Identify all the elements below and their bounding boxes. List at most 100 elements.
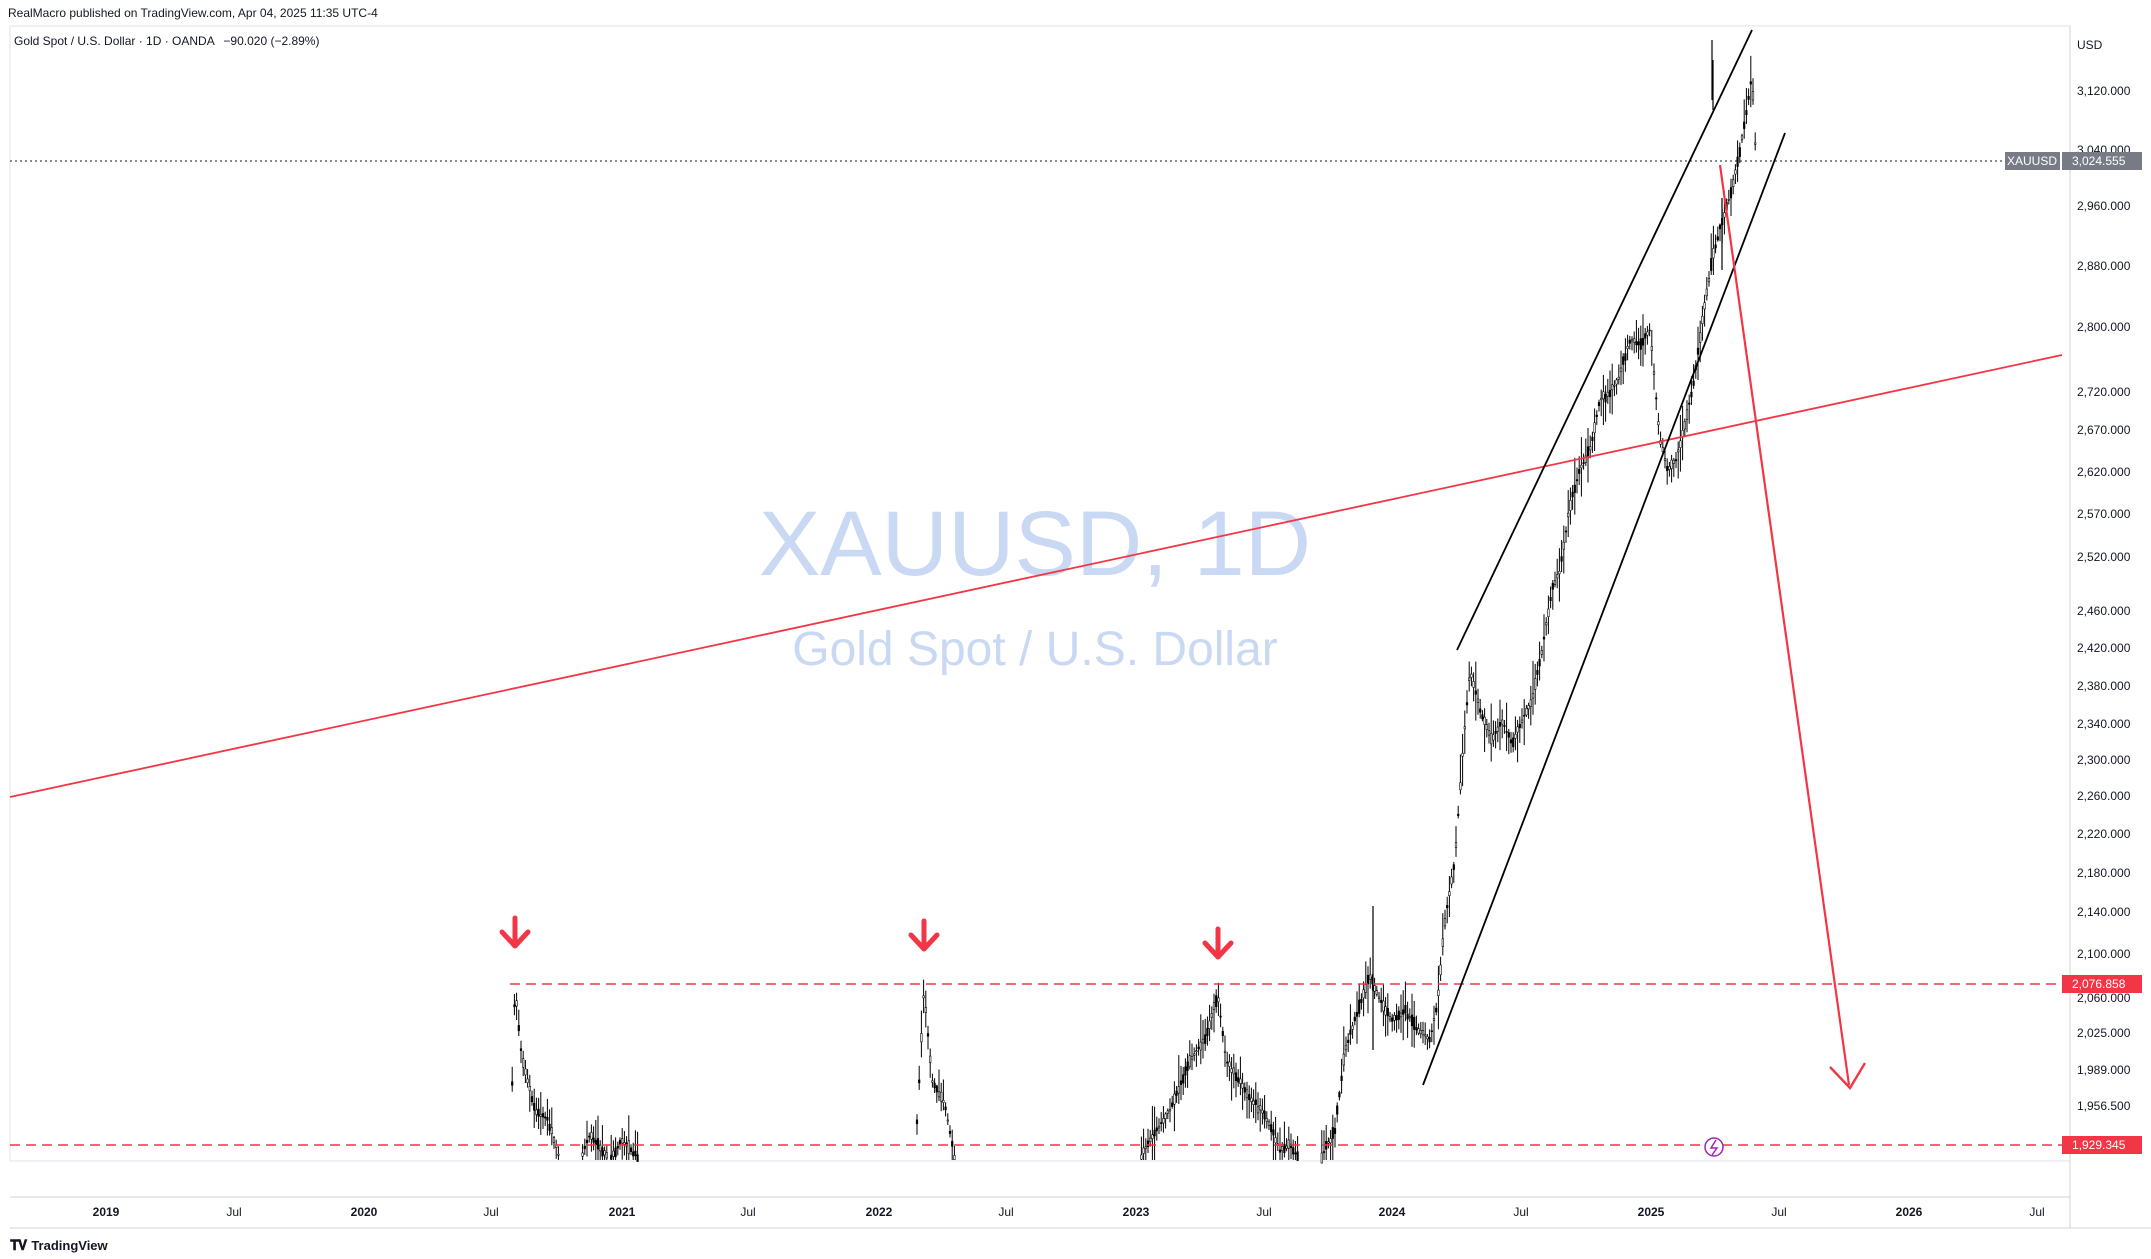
candle-body bbox=[1567, 512, 1570, 518]
candle-body bbox=[1448, 891, 1451, 897]
candle-body bbox=[1516, 726, 1519, 733]
price-tick-label: 2,300.000 bbox=[2077, 753, 2131, 767]
lightning-icon[interactable] bbox=[1704, 1137, 1724, 1157]
candle-body bbox=[1366, 974, 1370, 985]
candle-body bbox=[1336, 1105, 1339, 1115]
candle-body bbox=[1494, 730, 1497, 734]
support-level-label: 1,929.345 bbox=[2062, 1136, 2142, 1154]
channel-lower-line[interactable] bbox=[1422, 132, 1786, 1086]
candle-body bbox=[935, 1085, 938, 1093]
candle-body bbox=[1714, 244, 1717, 249]
candle-body bbox=[1560, 556, 1563, 562]
candle-body bbox=[1155, 1127, 1158, 1132]
candle-body bbox=[1162, 1118, 1165, 1124]
candle-body bbox=[1485, 724, 1488, 730]
candle-body bbox=[1723, 212, 1726, 218]
candle-body bbox=[1232, 1067, 1235, 1075]
candle-body bbox=[1622, 356, 1625, 365]
candle-body bbox=[1248, 1094, 1251, 1101]
candle-body bbox=[1358, 999, 1361, 1014]
time-tick-label: 2025 bbox=[1638, 1205, 1665, 1219]
candle-body bbox=[1637, 341, 1640, 346]
candle-body bbox=[614, 1147, 617, 1158]
time-tick-label: 2019 bbox=[93, 1205, 120, 1219]
candle-body bbox=[1437, 989, 1440, 996]
candle-body bbox=[1243, 1087, 1246, 1093]
candle-body bbox=[1668, 466, 1671, 470]
candle-body bbox=[1241, 1083, 1244, 1089]
projection-arrow[interactable] bbox=[1718, 164, 1851, 1086]
candle-body bbox=[517, 1025, 520, 1032]
candle-body bbox=[1265, 1118, 1268, 1122]
candle-body bbox=[1186, 1061, 1189, 1071]
candle-body bbox=[1278, 1149, 1282, 1153]
candle-body bbox=[1342, 1053, 1345, 1066]
candle-body bbox=[1441, 938, 1444, 947]
candle-body bbox=[588, 1135, 591, 1138]
candle-body bbox=[1391, 1017, 1394, 1022]
candle-body bbox=[515, 1000, 518, 1007]
candle-body bbox=[1509, 739, 1513, 744]
candle-body bbox=[1388, 1016, 1392, 1020]
candle-body bbox=[535, 1109, 538, 1115]
arrow-down-icon bbox=[908, 918, 940, 952]
candle-body bbox=[526, 1078, 529, 1084]
candle-body bbox=[944, 1106, 947, 1111]
candle-body bbox=[1718, 224, 1722, 230]
candle-body bbox=[599, 1144, 602, 1152]
symbol-info[interactable]: Gold Spot / U.S. Dollar · 1D · OANDA −90… bbox=[14, 34, 319, 48]
symbol-title: Gold Spot / U.S. Dollar · 1D · OANDA bbox=[14, 34, 215, 48]
candle-body bbox=[948, 1131, 952, 1134]
candle-body bbox=[1556, 574, 1559, 579]
candle-body bbox=[513, 1004, 516, 1008]
candle-body bbox=[1287, 1139, 1290, 1149]
candle-body bbox=[1285, 1145, 1288, 1149]
time-tick-label: Jul bbox=[226, 1205, 241, 1219]
time-axis[interactable]: 2019 Jul 2020 Jul 2021 Jul 2022 Jul 2023 Jul 2024 J… bbox=[93, 1205, 2045, 1219]
candle-body bbox=[1360, 998, 1363, 1004]
candle-body bbox=[541, 1113, 545, 1118]
candle-body bbox=[528, 1086, 531, 1092]
price-tick-label: 2,570.000 bbox=[2077, 507, 2131, 521]
candle-body bbox=[596, 1138, 600, 1150]
candle-body bbox=[1259, 1105, 1262, 1111]
candle-body bbox=[1685, 409, 1689, 420]
candle-body bbox=[1542, 636, 1546, 640]
price-tick-label: 2,180.000 bbox=[2077, 866, 2131, 880]
candle-body bbox=[1267, 1121, 1271, 1126]
candle-body bbox=[1237, 1077, 1240, 1083]
candle-body bbox=[1402, 1009, 1405, 1015]
candle-body bbox=[1349, 1029, 1352, 1035]
candle-body bbox=[1430, 1030, 1433, 1032]
candle-body bbox=[1514, 733, 1517, 739]
time-tick-label: Jul bbox=[1513, 1205, 1528, 1219]
candle-body bbox=[1589, 446, 1592, 451]
candle-body bbox=[1630, 339, 1634, 342]
last-price-label: XAUUSD 3,024.555 bbox=[2005, 152, 2142, 170]
candle-body bbox=[1338, 1092, 1341, 1098]
candle-body bbox=[1716, 236, 1719, 241]
candle-body bbox=[951, 1141, 954, 1147]
price-tick-label: 2,520.000 bbox=[2077, 550, 2131, 564]
candle-body bbox=[1463, 726, 1466, 730]
candle-body bbox=[1481, 714, 1484, 720]
candle-body bbox=[1404, 1004, 1407, 1014]
price-tick-label: 1,956.500 bbox=[2077, 1099, 2131, 1113]
candle-body bbox=[1525, 707, 1528, 716]
candle-body bbox=[1461, 752, 1464, 757]
candle-body bbox=[1239, 1078, 1242, 1084]
channel-upper-line[interactable] bbox=[1456, 29, 1753, 651]
candle-body bbox=[1661, 447, 1664, 452]
candle-body bbox=[1611, 384, 1614, 391]
candle-body bbox=[1468, 677, 1471, 681]
long-term-trendline[interactable] bbox=[9, 354, 2063, 798]
price-axis[interactable]: 3,120.0003,040.0002,960.0002,880.0002,80… bbox=[2077, 84, 2131, 1113]
candle-body bbox=[1173, 1093, 1176, 1105]
candle-body bbox=[1562, 541, 1565, 550]
candle-body bbox=[937, 1091, 941, 1098]
candle-body bbox=[1580, 464, 1583, 469]
candle-body bbox=[1602, 391, 1605, 400]
tradingview-branding[interactable]: 𝐓𝐕 TradingView bbox=[10, 1237, 108, 1254]
candle-body bbox=[1512, 737, 1515, 748]
